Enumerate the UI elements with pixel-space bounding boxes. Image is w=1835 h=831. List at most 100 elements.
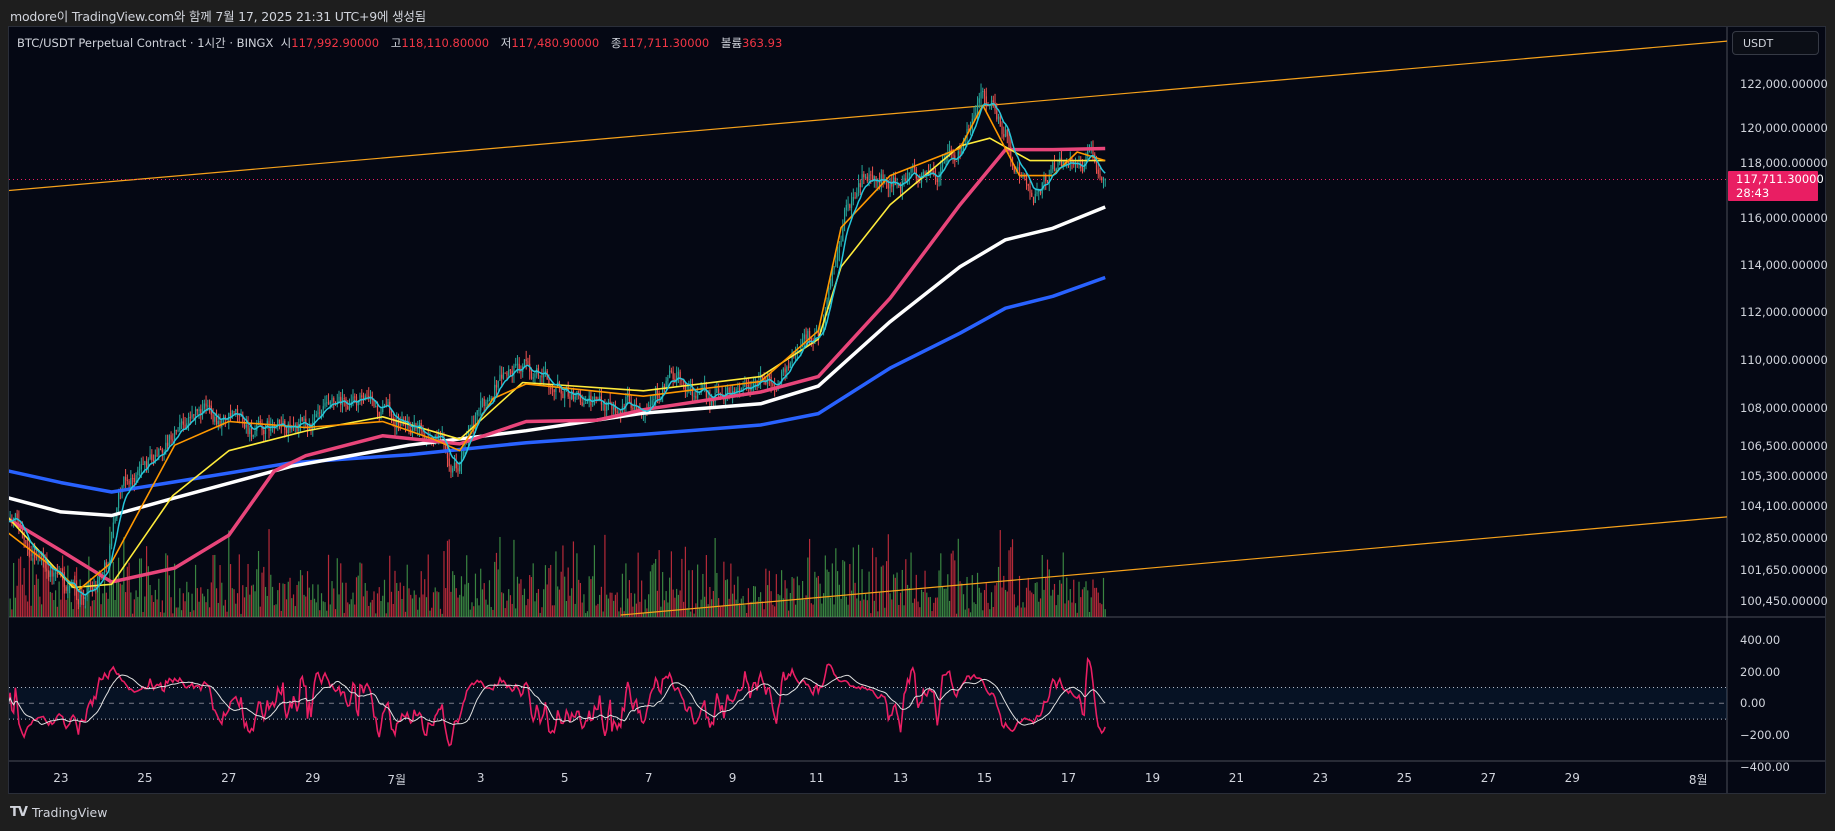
candle [41,556,43,558]
candle [362,397,365,400]
candle [305,418,307,424]
volume-bar [298,581,300,617]
volume-bar [955,613,958,617]
volume-bar [842,560,844,617]
volume-bar [714,537,716,617]
volume-bar [156,599,158,617]
candle [375,406,377,407]
volume-bar [455,588,457,617]
candle [866,176,868,181]
volume-bar [406,564,408,617]
volume-bar [147,566,149,617]
candle [807,330,809,340]
candle [285,429,288,434]
candle [655,387,657,399]
volume-bar [985,583,987,617]
candle [62,576,64,580]
volume-bar [569,595,571,617]
volume-bar [385,613,387,617]
candle [838,245,840,253]
volume-bar [922,592,924,617]
candle [301,417,303,421]
candle [968,129,970,131]
candle [672,371,674,379]
volume-bar [515,608,517,617]
volume-bar [240,613,242,617]
candle [744,384,746,388]
candle [735,389,737,394]
candle [30,554,32,556]
candle [508,369,510,376]
oscillator-tick-label: 0.00 [1740,696,1766,711]
volume-bar [49,591,51,617]
volume-bar [166,555,169,617]
candle [637,407,639,410]
candle [572,391,575,400]
trendlines[interactable] [8,40,1728,616]
candle [131,478,134,479]
volume-bar [331,581,333,617]
candle [191,414,193,418]
candle [550,387,552,389]
candle [65,586,67,591]
candle [1006,129,1008,137]
volume-bar [838,584,840,617]
volume-label: 볼륨 [720,36,743,50]
oscillator-tick-label: −400.00 [1740,759,1790,774]
volume-bar [117,557,120,617]
candle [1048,174,1050,183]
volume-bar [747,588,749,617]
candle [263,430,265,435]
volume-bar [621,573,624,617]
price-tick-label: 120,000.00000 [1740,121,1828,136]
candle [79,594,81,605]
candle [299,417,302,425]
volume-bar [172,613,174,617]
candle [758,381,760,386]
volume-bar [487,604,489,617]
volume-bar [152,601,155,617]
volume-bar [151,595,153,617]
candle [58,573,60,575]
candle [905,178,907,182]
volume-bar [754,586,756,617]
volume-bar [86,586,88,617]
volume-bar [131,613,134,617]
volume-bar [679,590,681,617]
candle [871,174,874,180]
volume-bar [1039,598,1042,617]
candle [1018,167,1021,177]
volume-bar [236,593,239,617]
candle [585,403,587,404]
candle [789,363,791,368]
volume-bar [186,581,188,617]
candle [291,425,293,430]
volume-bar [303,594,305,617]
low-label: 저 [500,36,512,50]
volume-bar [317,584,319,617]
volume-bar [34,584,36,617]
candle [422,430,424,437]
volume-bar [375,613,377,617]
volume-bar [803,599,805,617]
volume-bar [940,553,942,617]
volume-bar [807,557,809,617]
candle [908,172,910,176]
volume-bar [460,576,463,617]
symbol-title[interactable]: BTC/USDT Perpetual Contract · 1시간 · BING… [17,36,274,50]
volume-bar [808,538,811,617]
volume-bar [973,602,975,617]
candle [919,182,921,183]
volume-bar [609,592,611,617]
currency-selector[interactable]: USDT [1732,31,1819,55]
volume-bar [522,595,524,617]
volume-bar [1087,590,1089,617]
candle [982,91,984,93]
candle [903,178,905,181]
candle [208,405,211,407]
candle [277,419,279,426]
volume-bar [812,604,814,617]
volume-bar [992,607,994,617]
candle [166,442,169,446]
